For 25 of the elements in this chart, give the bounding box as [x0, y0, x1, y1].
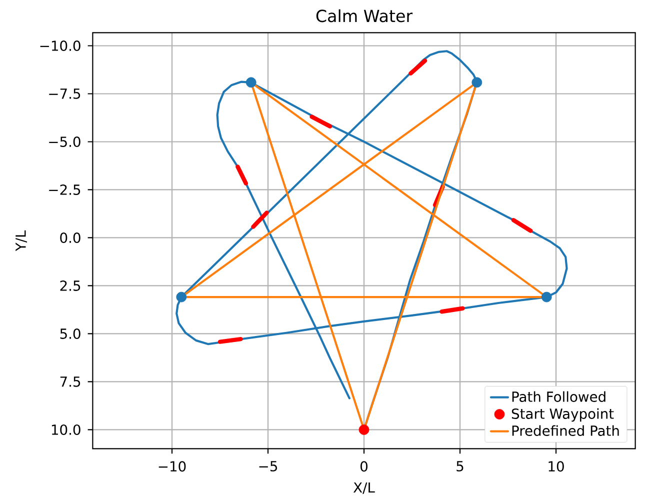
y-tick-label: 7.5	[60, 376, 80, 387]
y-tick-label: 0.0	[60, 232, 80, 243]
point	[358, 424, 370, 435]
y-tick-label: −10.0	[40, 40, 80, 51]
y-tick-label: −7.5	[49, 88, 80, 99]
y-axis-title: Y/L	[16, 230, 27, 252]
legend-label: Predefined Path	[512, 425, 619, 436]
legend-label: Start Waypoint	[512, 408, 614, 422]
x-tick-label: −10	[158, 461, 186, 472]
point	[176, 292, 187, 302]
y-tick-label: 5.0	[60, 328, 80, 339]
y-tick-label: −2.5	[49, 184, 80, 195]
y-tick-label: −5.0	[49, 136, 80, 147]
x-tick-label: 5	[456, 461, 464, 472]
point	[541, 292, 552, 302]
point	[246, 77, 256, 88]
y-tick-label: 10.0	[52, 424, 80, 435]
legend-label: Path Followed	[512, 391, 606, 402]
x-tick-label: 10	[548, 461, 564, 472]
x-tick-label: 0	[360, 461, 368, 472]
y-tick-label: 2.5	[60, 280, 80, 291]
chart-title: Calm Water	[316, 9, 413, 22]
x-axis-title: X/L	[353, 482, 375, 494]
point	[472, 77, 482, 88]
x-tick-label: −5	[259, 461, 277, 472]
